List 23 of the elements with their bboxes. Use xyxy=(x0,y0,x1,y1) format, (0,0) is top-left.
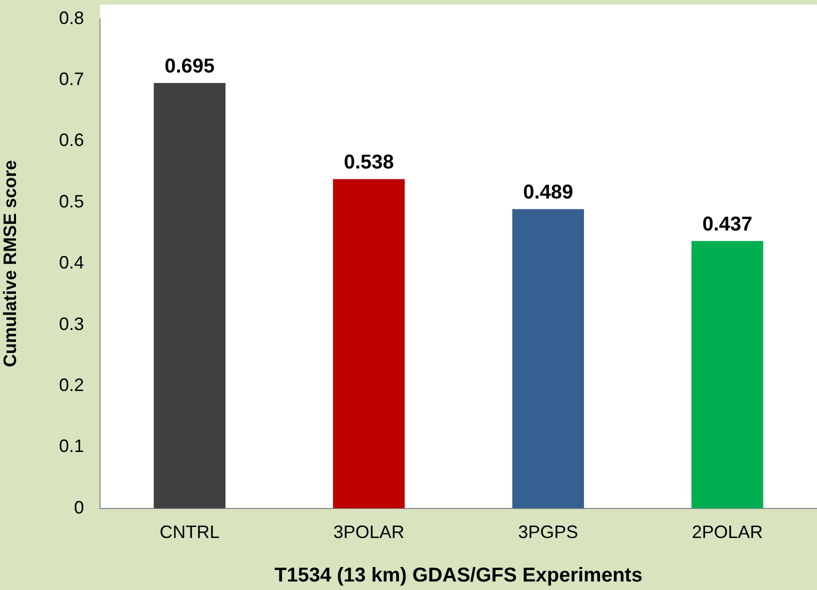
x-tick-label: 3PGPS xyxy=(518,522,578,542)
y-tick-label: 0.5 xyxy=(58,191,84,212)
bar xyxy=(512,209,584,508)
y-tick-label: 0 xyxy=(74,497,84,518)
bar xyxy=(692,240,764,508)
x-axis-title: T1534 (13 km) GDAS/GFS Experiments xyxy=(274,564,642,587)
data-label: 0.695 xyxy=(164,56,215,78)
y-tick-label: 0.1 xyxy=(58,436,84,456)
bar xyxy=(154,83,226,508)
y-tick-label: 0.4 xyxy=(58,252,84,273)
x-tick-label: CNTRL xyxy=(160,522,220,542)
y-axis-title: Cumulative RMSE score xyxy=(0,160,20,368)
x-tick-label: 2POLAR xyxy=(692,522,763,542)
y-tick-label: 0.6 xyxy=(58,130,84,150)
y-tick-label: 0.7 xyxy=(58,68,84,89)
y-tick-label: 0.3 xyxy=(58,314,84,334)
data-label: 0.437 xyxy=(702,213,752,236)
data-label: 0.489 xyxy=(523,182,574,204)
x-tick-label: 3POLAR xyxy=(333,522,404,542)
data-label: 0.538 xyxy=(344,152,394,174)
y-tick-label: 0.2 xyxy=(58,374,84,395)
bar xyxy=(333,179,405,508)
y-tick-label: 0.8 xyxy=(58,8,84,28)
